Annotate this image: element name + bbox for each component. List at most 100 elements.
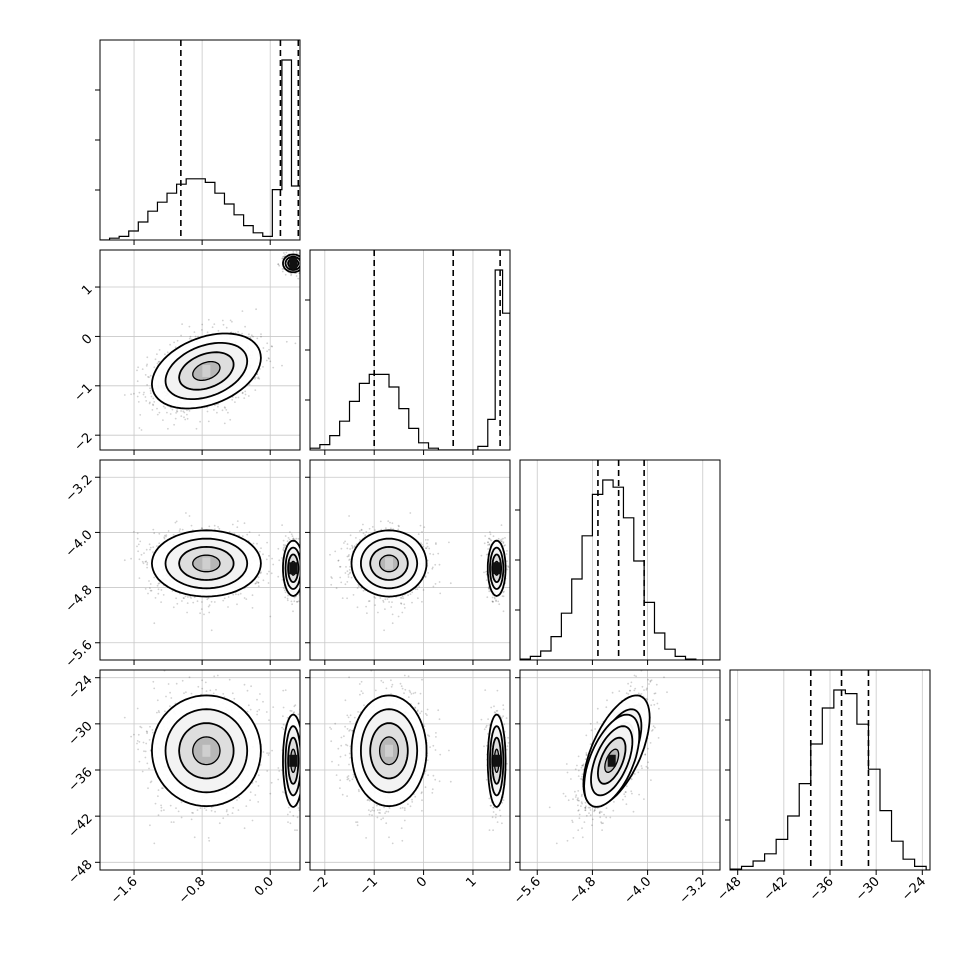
- sample-point: [244, 325, 247, 328]
- sample-point: [356, 606, 359, 609]
- sample-point: [366, 612, 368, 615]
- sample-point: [284, 544, 286, 546]
- sample-point: [190, 524, 193, 527]
- sample-point: [302, 586, 304, 588]
- sample-point: [367, 600, 370, 603]
- sample-point: [237, 593, 240, 596]
- sample-point: [207, 605, 210, 608]
- sample-point: [284, 535, 287, 537]
- sample-point: [502, 591, 505, 594]
- sample-point: [136, 545, 138, 548]
- sample-point: [244, 393, 247, 396]
- sample-point: [257, 377, 259, 380]
- sample-point: [156, 362, 159, 365]
- sample-point: [422, 545, 425, 548]
- sample-point: [147, 592, 149, 595]
- sample-point: [397, 528, 400, 531]
- sample-point: [348, 559, 350, 561]
- sample-point: [353, 545, 356, 547]
- sample-point: [344, 572, 347, 574]
- sample-point: [197, 335, 200, 338]
- sample-point: [340, 547, 343, 550]
- sample-point: [371, 526, 374, 528]
- sample-point: [489, 533, 492, 536]
- sample-point: [502, 595, 505, 598]
- sample-point: [347, 573, 350, 576]
- grid-lines: [737, 670, 923, 870]
- sample-point: [502, 541, 505, 544]
- sample-point: [387, 520, 390, 522]
- panel-3-0: [123, 670, 300, 845]
- sample-point: [284, 254, 286, 256]
- sample-point: [281, 557, 283, 559]
- sample-point: [213, 524, 216, 527]
- sample-point: [373, 596, 376, 598]
- sample-point: [302, 569, 304, 571]
- sample-point: [302, 576, 304, 578]
- sample-point: [487, 544, 489, 546]
- sample-point: [200, 608, 203, 610]
- panel-2-1: [329, 512, 510, 632]
- sample-point: [213, 601, 216, 603]
- sample-point: [140, 553, 143, 556]
- sample-point: [163, 537, 166, 540]
- sample-point: [160, 589, 163, 591]
- sample-point: [487, 548, 489, 550]
- histogram-4: [730, 689, 930, 870]
- sample-point: [400, 602, 403, 605]
- sample-point: [207, 318, 210, 321]
- sample-point: [306, 570, 308, 572]
- sample-point: [269, 615, 272, 618]
- sample-point: [154, 358, 157, 361]
- sample-point: [244, 390, 247, 393]
- sample-point: [149, 374, 152, 377]
- sample-point: [388, 601, 390, 603]
- sample-point: [493, 597, 496, 600]
- sample-point: [267, 582, 270, 584]
- sample-point: [136, 369, 138, 372]
- sample-point: [162, 594, 165, 596]
- sample-point: [302, 594, 304, 596]
- sample-point: [241, 332, 244, 335]
- sample-point: [141, 368, 144, 370]
- sample-point: [188, 515, 191, 517]
- sample-point: [427, 572, 429, 574]
- sample-point: [288, 538, 291, 541]
- sample-point: [364, 534, 367, 537]
- sample-point: [234, 401, 236, 403]
- x-tick-label: −30: [853, 874, 883, 904]
- sample-point: [150, 589, 153, 592]
- sample-point: [297, 537, 300, 540]
- density-peak-B: [492, 562, 501, 575]
- sample-point: [409, 593, 412, 595]
- sample-point: [303, 253, 305, 255]
- sample-point: [303, 565, 305, 567]
- sample-point: [391, 622, 394, 625]
- sample-point: [339, 565, 341, 568]
- sample-point: [277, 263, 280, 266]
- sample-point: [174, 417, 177, 420]
- sample-point: [208, 611, 211, 614]
- sample-point: [223, 406, 226, 408]
- sample-point: [254, 376, 257, 379]
- sample-point: [203, 613, 205, 616]
- sample-point: [304, 263, 306, 265]
- sample-point: [228, 531, 231, 533]
- sample-point: [348, 569, 351, 571]
- sample-point: [266, 342, 269, 345]
- sample-point: [189, 335, 192, 338]
- sample-point: [262, 579, 265, 582]
- sample-point: [156, 584, 159, 587]
- sample-point: [427, 539, 429, 541]
- x-tick-label: −36: [807, 874, 837, 904]
- sample-point: [282, 544, 285, 546]
- sample-point: [400, 597, 403, 599]
- sample-point: [485, 579, 488, 581]
- sample-point: [262, 366, 264, 368]
- sample-point: [483, 542, 486, 545]
- sample-point: [295, 250, 298, 253]
- sample-point: [143, 552, 145, 554]
- sample-point: [180, 415, 183, 417]
- sample-point: [235, 396, 237, 399]
- sample-point: [414, 588, 417, 591]
